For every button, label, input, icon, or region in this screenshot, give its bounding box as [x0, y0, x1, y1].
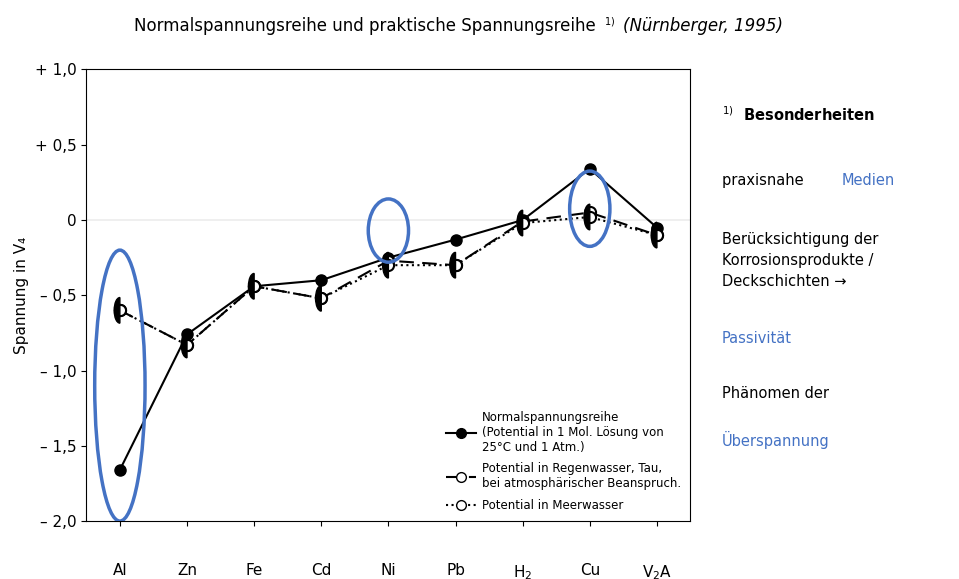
- Text: $^{1)}$  Besonderheiten: $^{1)}$ Besonderheiten: [722, 105, 875, 124]
- Text: Fe: Fe: [246, 563, 263, 578]
- Text: Phänomen der: Phänomen der: [722, 386, 829, 401]
- Wedge shape: [248, 273, 254, 299]
- Text: Al: Al: [112, 563, 128, 578]
- Text: praxisnahe: praxisnahe: [722, 173, 808, 188]
- Text: H$_2$: H$_2$: [513, 563, 532, 579]
- Text: Zn: Zn: [177, 563, 197, 578]
- Text: Überspannung: Überspannung: [722, 431, 830, 449]
- Text: Medien: Medien: [842, 173, 895, 188]
- Text: Normalspannungsreihe und praktische Spannungsreihe: Normalspannungsreihe und praktische Span…: [133, 17, 596, 35]
- Wedge shape: [316, 285, 321, 311]
- Text: Berücksichtigung der
Korrosionsprodukte /
Deckschichten →: Berücksichtigung der Korrosionsprodukte …: [722, 232, 878, 289]
- Text: (Nürnberger, 1995): (Nürnberger, 1995): [623, 17, 784, 35]
- Wedge shape: [383, 252, 388, 278]
- Y-axis label: Spannung in V₄: Spannung in V₄: [14, 237, 30, 354]
- Text: Cu: Cu: [579, 563, 600, 578]
- Wedge shape: [584, 204, 590, 230]
- Text: Ni: Ni: [381, 563, 396, 578]
- Text: Cd: Cd: [311, 563, 332, 578]
- Text: Pb: Pb: [446, 563, 465, 578]
- Wedge shape: [651, 222, 657, 248]
- Wedge shape: [114, 298, 120, 323]
- Wedge shape: [450, 252, 456, 278]
- Text: V$_2$A: V$_2$A: [642, 563, 672, 579]
- Wedge shape: [181, 332, 187, 358]
- Wedge shape: [517, 210, 523, 236]
- Text: $^{1)}$: $^{1)}$: [604, 17, 616, 31]
- Legend: Normalspannungsreihe
(Potential in 1 Mol. Lösung von
25°C und 1 Atm.), Potential: Normalspannungsreihe (Potential in 1 Mol…: [443, 408, 685, 515]
- Text: Passivität: Passivität: [722, 331, 792, 346]
